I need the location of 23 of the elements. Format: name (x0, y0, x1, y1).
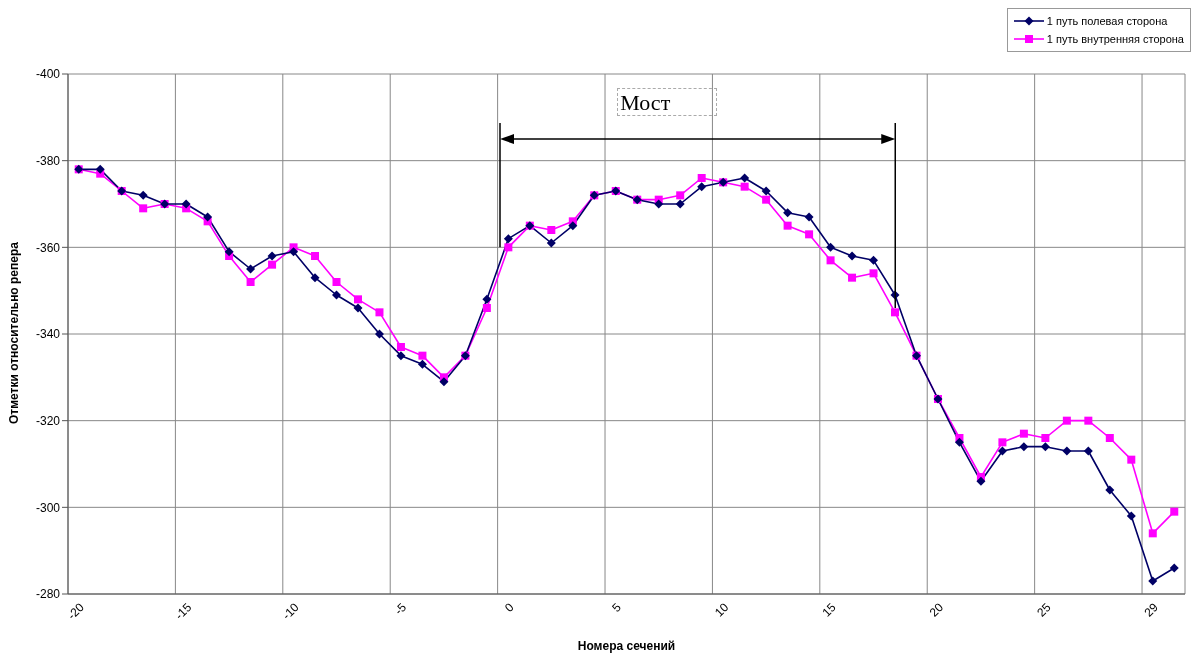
x-tick-label: 5 (609, 600, 625, 615)
x-tick-label: -5 (391, 600, 410, 618)
x-tick-label: 20 (926, 600, 947, 620)
x-tick-label: 25 (1034, 600, 1054, 620)
annotation: Мост (620, 90, 671, 116)
y-tick-label: -300 (35, 500, 61, 515)
y-tick-label: -360 (35, 240, 61, 255)
y-tick-label: -280 (35, 587, 61, 602)
x-tick-label: 10 (711, 600, 732, 620)
x-tick-label: 0 (501, 600, 517, 615)
y-tick-label: -340 (35, 327, 61, 342)
x-tick-label: -10 (279, 600, 302, 623)
y-tick-label: -400 (35, 67, 61, 82)
y-tick-label: -320 (35, 413, 61, 428)
x-axis-title: Номера сечений (577, 639, 676, 653)
x-tick-label: 29 (1141, 600, 1162, 620)
y-tick-label: -380 (35, 153, 61, 168)
x-tick-label: 15 (819, 600, 839, 620)
x-tick-label: -20 (64, 600, 88, 623)
y-axis-title: Отметки относительно репера (7, 241, 22, 424)
legend-label: 1 путь полевая сторона (1046, 15, 1168, 27)
legend-label: 1 путь внутренняя сторона (1046, 33, 1184, 45)
x-tick-label: -15 (172, 600, 195, 623)
